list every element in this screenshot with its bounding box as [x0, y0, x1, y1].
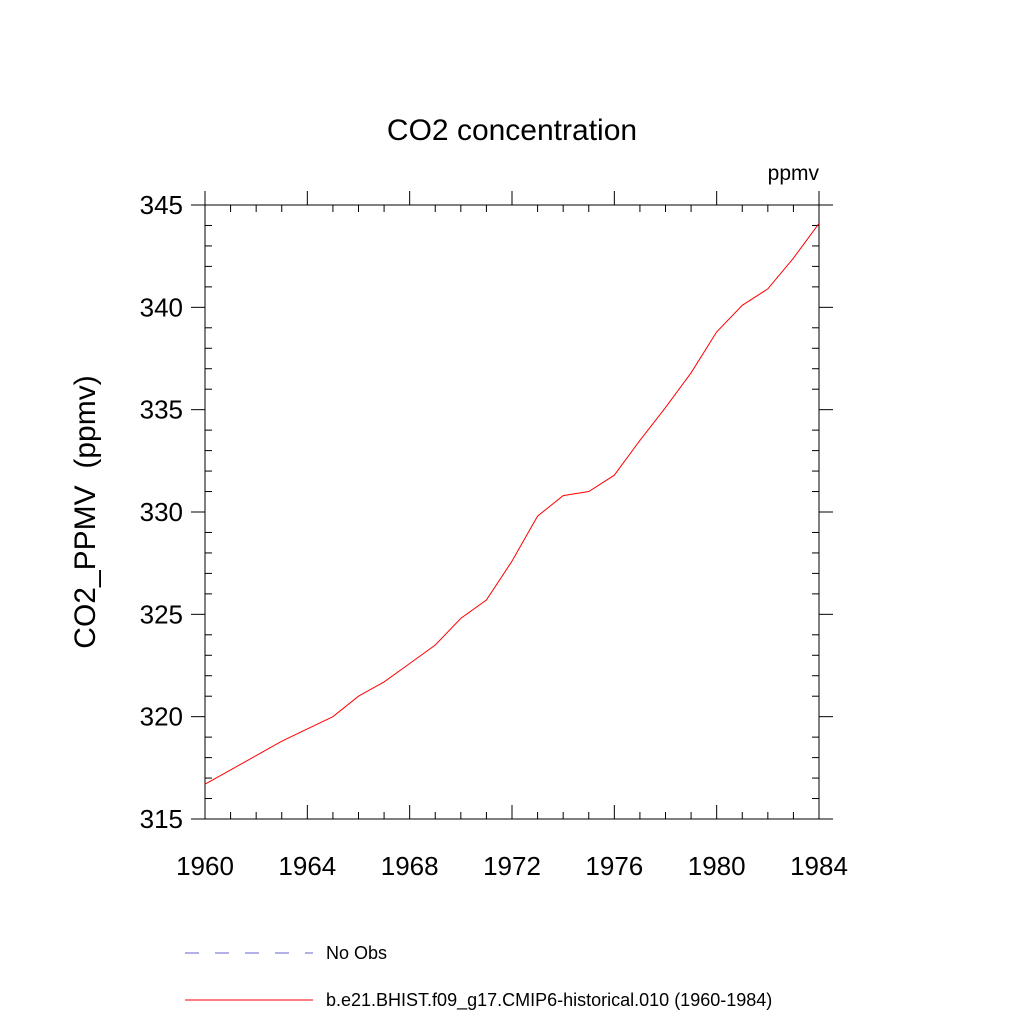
y-tick-label: 340	[140, 292, 183, 322]
series-line	[204, 223, 820, 785]
y-tick-label: 330	[140, 497, 183, 527]
axis-ticks	[191, 191, 833, 820]
legend-label: b.e21.BHIST.f09_g17.CMIP6-historical.010…	[326, 990, 772, 1011]
plot-frame	[204, 204, 820, 820]
y-tick-label: 320	[140, 702, 183, 732]
y-axis-label: CO2_PPMV (ppmv)	[69, 375, 102, 648]
chart-title: CO2 concentration	[387, 114, 637, 147]
x-tick-label: 1984	[790, 851, 848, 881]
y-tick-label: 325	[140, 599, 183, 629]
y-tick-label: 335	[140, 395, 183, 425]
x-tick-label: 1976	[585, 851, 643, 881]
units-label: ppmv	[768, 162, 820, 185]
y-tick-label: 315	[140, 804, 183, 834]
legend-label: No Obs	[326, 943, 387, 963]
x-tick-label: 1968	[381, 851, 439, 881]
y-tick-label: 345	[140, 190, 183, 220]
x-tick-label: 1960	[176, 851, 234, 881]
series-layer	[204, 223, 820, 785]
axis-tick-labels: 1960 1964 1968 1972 1976 1980 1984 315 320 325 330…	[140, 190, 848, 881]
x-tick-label: 1972	[483, 851, 541, 881]
x-tick-label: 1964	[278, 851, 336, 881]
x-tick-label: 1980	[688, 851, 746, 881]
legend: No Obs b.e21.BHIST.f09_g17.CMIP6-historic…	[185, 943, 772, 1011]
